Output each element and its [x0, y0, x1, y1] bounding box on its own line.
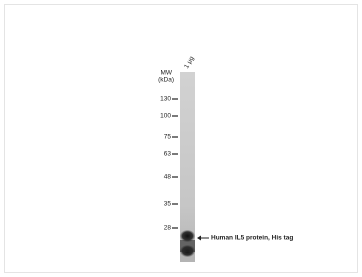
marker-label: 28: [164, 225, 172, 232]
marker-label: 48: [164, 174, 172, 181]
lane-label: 1 μg: [183, 55, 196, 70]
marker-label: 35: [164, 201, 172, 208]
arrow-head: [197, 236, 201, 241]
western-blot: 1 μg MW (kDa) Human IL5 protein, His tag…: [0, 0, 362, 277]
mw-header: (kDa): [158, 77, 174, 84]
band-smear: [180, 240, 195, 252]
marker-label: 130: [160, 96, 171, 103]
band-label: Human IL5 protein, His tag: [211, 235, 293, 242]
marker-label: 63: [164, 151, 172, 158]
marker-label: 100: [160, 113, 171, 120]
marker-label: 75: [164, 134, 172, 141]
page: 1 μg MW (kDa) Human IL5 protein, His tag…: [0, 0, 362, 277]
mw-header: MW: [160, 70, 172, 77]
